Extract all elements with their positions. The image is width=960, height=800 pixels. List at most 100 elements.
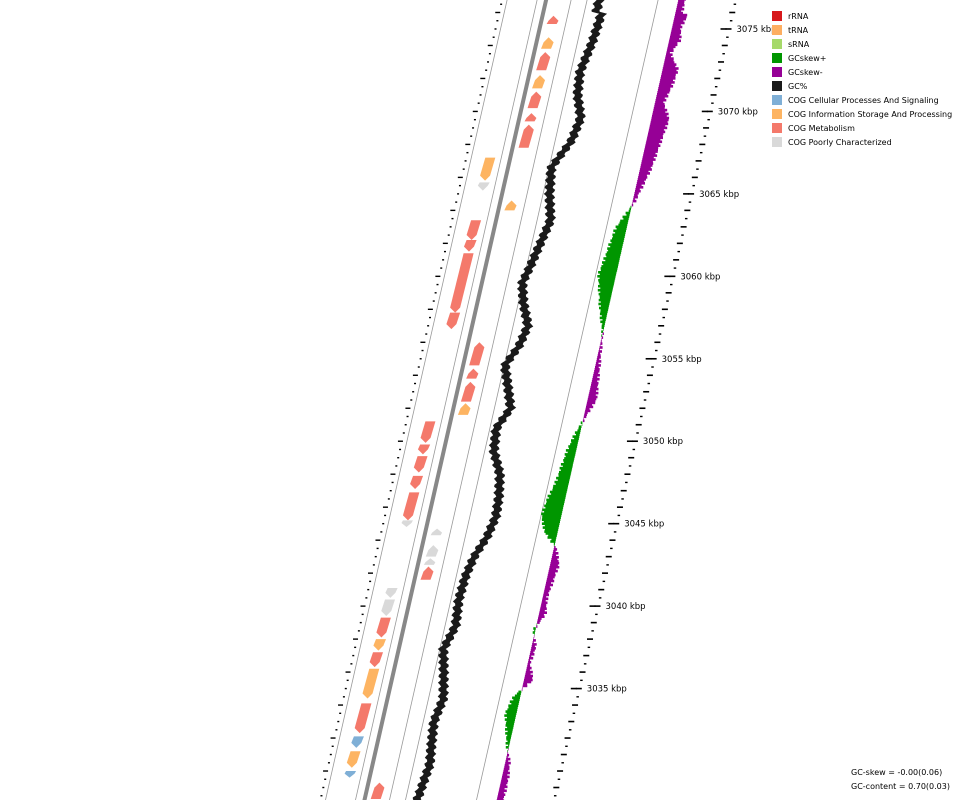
gc-skew-bar [545, 532, 558, 535]
gene-feature [344, 771, 357, 778]
gc-skew-bar [585, 409, 591, 413]
backbone-line [362, 0, 549, 800]
gc-skew-bar [537, 621, 540, 624]
guide-line [389, 0, 572, 800]
gc-content-band [412, 0, 608, 800]
guide-line [355, 0, 538, 800]
gc-skew-bar [499, 787, 505, 791]
gc-skew-bar [546, 581, 551, 585]
gc-skew-bar [601, 330, 604, 333]
gc-skew-bar [565, 449, 577, 452]
gc-skew-bar [589, 391, 599, 395]
gc-skew-bar [526, 666, 532, 670]
gc-skew-bar [591, 383, 598, 387]
gc-skew-bar [582, 419, 585, 423]
gene-feature [430, 528, 443, 536]
gc-skew-bar [649, 126, 668, 130]
gc-skew-bar [558, 474, 571, 478]
gc-skew-bar [563, 459, 574, 462]
gc-skew-bar [546, 579, 555, 583]
gc-skew-bar [599, 294, 612, 298]
gc-skew-bar [523, 680, 532, 684]
legend-item: GCskew+ [772, 51, 952, 65]
gc-skew-bar [506, 738, 511, 741]
legend-item: tRNA [772, 23, 952, 37]
gc-skew-bar [629, 207, 631, 211]
gc-skew-bar [647, 134, 663, 138]
gc-skew-bar [525, 670, 533, 674]
gc-skew-bar [622, 215, 630, 219]
gc-skew-bar [508, 704, 519, 707]
gc-skew-bar [588, 395, 598, 399]
gc-content-stat: GC-content = 0.70(0.03) [851, 782, 950, 791]
gc-skew-bar [546, 577, 554, 581]
gc-skew-bar [523, 682, 528, 686]
gc-skew-bar [559, 466, 573, 470]
gc-skew-bar [595, 362, 599, 365]
gc-skew-bar [651, 118, 669, 122]
gc-skew-bar [597, 356, 601, 359]
legend-label: rRNA [788, 11, 809, 21]
gc-skew-bar [533, 627, 536, 630]
tick-label: 3075 kbp [737, 25, 777, 35]
gc-skew-bar [534, 633, 535, 636]
gc-skew-bar [570, 443, 578, 446]
gc-skew-bar [553, 550, 556, 553]
gc-skew-bar [541, 603, 547, 607]
legend-label: COG Information Storage And Processing [788, 109, 953, 119]
gc-skew-bar [544, 530, 558, 533]
gc-skew-bar [671, 29, 682, 33]
gc-skew-bar [587, 399, 596, 403]
gc-skew-bar [661, 71, 678, 74]
gc-skew-bar [513, 698, 520, 702]
gc-skew-bar [571, 441, 578, 444]
gc-skew-bar [600, 300, 610, 304]
gc-skew-bar [507, 749, 508, 753]
gc-skew-bar [551, 538, 556, 541]
gc-skew-bar [524, 676, 533, 680]
gc-skew-bar [632, 201, 633, 205]
gc-skew-bar [543, 591, 549, 595]
legend-item: GCskew- [772, 65, 952, 79]
feature-track [344, 15, 559, 800]
gene-feature [351, 736, 364, 748]
gc-skew-bar [544, 510, 563, 514]
gc-skew-bar [550, 563, 558, 567]
gc-skew-bar [522, 686, 523, 690]
gc-skew-bar [651, 116, 670, 120]
gc-skew-bar [668, 43, 678, 47]
gene-feature [410, 475, 424, 490]
gc-skew-bar [599, 273, 617, 276]
gc-skew-bar [532, 643, 537, 646]
legend-item: COG Cellular Processes And Signaling [772, 93, 952, 107]
gc-skew-bar [507, 740, 511, 743]
gc-skew-bar [574, 431, 581, 434]
gc-skew-bar [670, 35, 682, 39]
gene-feature [420, 566, 434, 580]
tick-label: 3060 kbp [680, 272, 720, 282]
guide-line [405, 0, 588, 800]
gc-skew-bar [530, 649, 535, 652]
gc-skew-bar [599, 348, 600, 351]
gc-skew-bar [558, 472, 571, 476]
legend-item: rRNA [772, 9, 952, 23]
gc-skew-bar [656, 94, 669, 98]
gc-skew-bar [640, 166, 651, 169]
gc-skew-bar [500, 783, 507, 787]
gene-feature [466, 368, 479, 379]
gc-skew-bar [505, 722, 515, 725]
gc-skew-bar [506, 755, 508, 759]
legend-swatch [772, 11, 782, 21]
gc-skew-bar [660, 77, 676, 80]
gc-skew-bar [549, 567, 557, 571]
gc-skew-bar [652, 112, 669, 116]
gc-skew-bar [591, 379, 598, 383]
gc-skew-bar [657, 93, 668, 96]
gc-skew-bar [599, 282, 614, 286]
gc-skew-bar [598, 279, 615, 282]
gc-skew-bar [641, 162, 654, 165]
gc-skew-bar [546, 500, 565, 504]
gc-skew-bar [541, 601, 548, 605]
gc-skew-bar [562, 465, 573, 468]
